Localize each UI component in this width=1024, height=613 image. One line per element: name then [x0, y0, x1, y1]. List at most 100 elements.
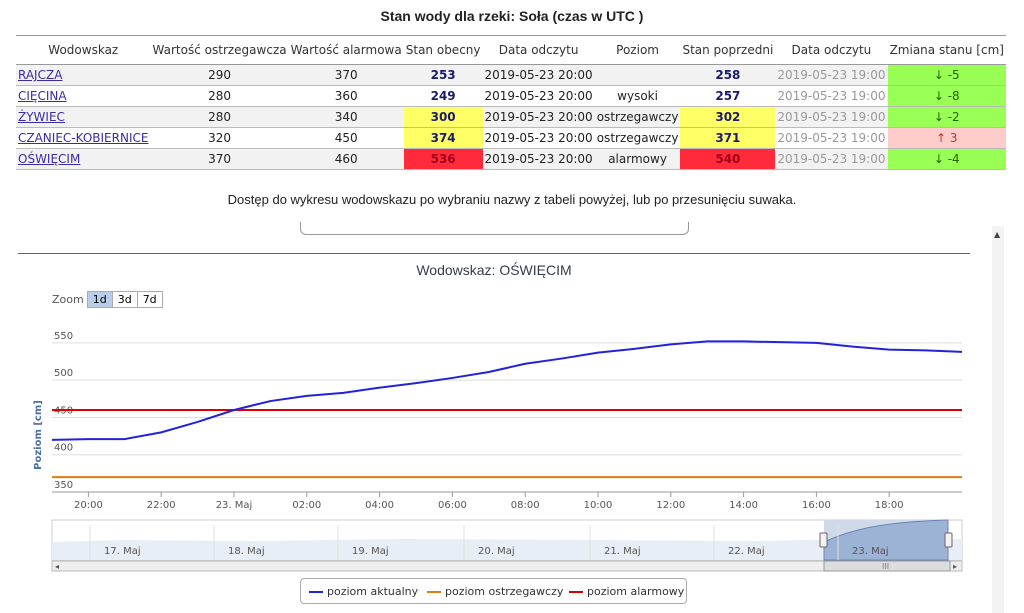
previous-date: 2019-05-23 19:00 [775, 148, 888, 170]
scroll-grip-icon: III [882, 562, 889, 571]
vertical-scrollbar[interactable]: ▲ [992, 226, 1004, 613]
gauge-name-link[interactable]: CIĘCINA [18, 89, 67, 103]
previous-date: 2019-05-23 19:00 [775, 85, 888, 107]
y-tick-label: 350 [54, 480, 73, 491]
navigator-scrollbar[interactable] [51, 560, 963, 572]
current-value: 374 [403, 127, 483, 149]
col-header-prev-date: Data odczytu [775, 35, 888, 65]
change-value: ↓ -4 [887, 148, 1006, 170]
change-value: ↓ -5 [887, 64, 1006, 86]
previous-date: 2019-05-23 19:00 [775, 64, 888, 86]
level-text: ostrzegawczy [594, 106, 681, 128]
change-value: ↓ -8 [887, 85, 1006, 107]
level-text [594, 64, 681, 86]
y-tick-label: 400 [54, 443, 73, 454]
chart-legend: poziom aktualny poziom ostrzegawczy pozi… [300, 578, 687, 604]
legend-item-alarm[interactable]: poziom alarmowy [569, 585, 684, 598]
col-header-date: Data odczytu [482, 35, 595, 65]
y-tick-label: 500 [54, 368, 73, 379]
table-row: CZANIEC-KOBIERNICE 320 450 374 2019-05-23 20… [16, 127, 1006, 149]
legend-label-current: poziom aktualny [327, 585, 419, 598]
reading-date: 2019-05-23 20:00 [482, 127, 595, 149]
table-row: RAJCZA 290 370 253 2019-05-23 20:00 258 2019-0… [16, 64, 1006, 86]
navigator-label: 21. Maj [604, 546, 641, 557]
current-value: 253 [403, 64, 483, 86]
current-value: 536 [403, 148, 483, 170]
table-header-row: Wodowskaz Wartość ostrzegawcza Wartość a… [16, 35, 1006, 65]
scroll-left-icon[interactable]: ◂ [55, 562, 59, 571]
x-tick-label: 08:00 [511, 500, 540, 511]
level-text: wysoki [594, 85, 681, 107]
zoom-7d-button[interactable]: 7d [136, 291, 163, 308]
col-header-alarm: Wartość alarmowa [288, 35, 404, 65]
scroll-up-icon[interactable]: ▲ [994, 230, 1001, 239]
legend-label-warning: poziom ostrzegawczy [445, 585, 564, 598]
alarm-value: 370 [288, 64, 404, 86]
legend-item-current[interactable]: poziom aktualny [309, 585, 418, 598]
gauge-name-link[interactable]: CZANIEC-KOBIERNICE [18, 131, 149, 145]
previous-value: 540 [680, 148, 776, 170]
gauge-slider[interactable] [300, 222, 689, 235]
navigator-left-handle[interactable] [819, 532, 828, 548]
info-text: Dostęp do wykresu wodowskazu po wybraniu… [227, 192, 797, 207]
reading-date: 2019-05-23 20:00 [482, 106, 595, 128]
previous-value: 258 [680, 64, 776, 86]
current-value: 300 [403, 106, 483, 128]
alarm-value: 450 [288, 127, 404, 149]
scroll-right-icon[interactable]: ▸ [953, 562, 957, 571]
level-text: ostrzegawczy [594, 127, 681, 149]
alarm-value: 340 [288, 106, 404, 128]
x-tick-label: 18:00 [875, 500, 904, 511]
legend-swatch-current [309, 591, 323, 593]
navigator-label: 19. Maj [352, 546, 389, 557]
y-axis-title: Poziom [cm] [33, 400, 44, 470]
legend-swatch-warning [427, 591, 441, 593]
col-header-previous: Stan poprzedni [680, 35, 776, 65]
page-title: Stan wody dla rzeki: Soła (czas w UTC ) [380, 8, 644, 24]
zoom-3d-button[interactable]: 3d [111, 291, 138, 308]
table-row: ŻYWIEC 280 340 300 2019-05-23 20:00 ostrzegaw… [16, 106, 1006, 128]
series-line-current [51, 340, 963, 441]
divider [18, 253, 970, 254]
x-tick-label: 06:00 [438, 500, 467, 511]
x-tick-label: 23. Maj [216, 500, 253, 511]
y-tick-label: 550 [54, 331, 73, 342]
warn-value: 290 [150, 64, 289, 86]
warn-value: 280 [150, 106, 289, 128]
zoom-1d-button[interactable]: 1d [86, 291, 113, 308]
alarm-value: 460 [288, 148, 404, 170]
col-header-name: Wodowskaz [16, 35, 151, 65]
gauge-name-link[interactable]: OŚWIĘCIM [18, 152, 81, 166]
previous-value: 302 [680, 106, 776, 128]
navigator-label: 18. Maj [228, 546, 265, 557]
legend-item-warning[interactable]: poziom ostrzegawczy [427, 585, 563, 598]
previous-value: 371 [680, 127, 776, 149]
previous-date: 2019-05-23 19:00 [775, 127, 888, 149]
x-tick-label: 16:00 [802, 500, 831, 511]
previous-value: 257 [680, 85, 776, 107]
chart-title: Wodowskaz: OŚWIĘCIM [416, 262, 572, 278]
current-value: 249 [403, 85, 483, 107]
x-tick-label: 20:00 [74, 500, 103, 511]
table-row: OŚWIĘCIM 370 460 536 2019-05-23 20:00 alarmow… [16, 148, 1006, 170]
warn-value: 370 [150, 148, 289, 170]
table-cell-name: OŚWIĘCIM [16, 148, 151, 170]
navigator-label: 22. Maj [728, 546, 765, 557]
navigator-right-handle[interactable] [944, 532, 953, 548]
change-value: ↑ 3 [887, 127, 1006, 149]
x-tick-label: 04:00 [365, 500, 394, 511]
col-header-current: Stan obecny [403, 35, 483, 65]
table-row: CIĘCINA 280 360 249 2019-05-23 20:00 wysoki 25… [16, 85, 1006, 107]
gauge-name-link[interactable]: RAJCZA [18, 68, 63, 82]
change-value: ↓ -2 [887, 106, 1006, 128]
warn-value: 280 [150, 85, 289, 107]
col-header-change: Zmiana stanu [cm] [887, 35, 1006, 65]
navigator-scrollbar-thumb[interactable] [823, 560, 951, 572]
level-text: alarmowy [594, 148, 681, 170]
x-tick-label: 14:00 [729, 500, 758, 511]
table-cell-name: RAJCZA [16, 64, 151, 86]
gauge-name-link[interactable]: ŻYWIEC [18, 110, 65, 124]
navigator-series-area [823, 519, 949, 561]
table-cell-name: CZANIEC-KOBIERNICE [16, 127, 151, 149]
legend-swatch-alarm [569, 591, 583, 593]
